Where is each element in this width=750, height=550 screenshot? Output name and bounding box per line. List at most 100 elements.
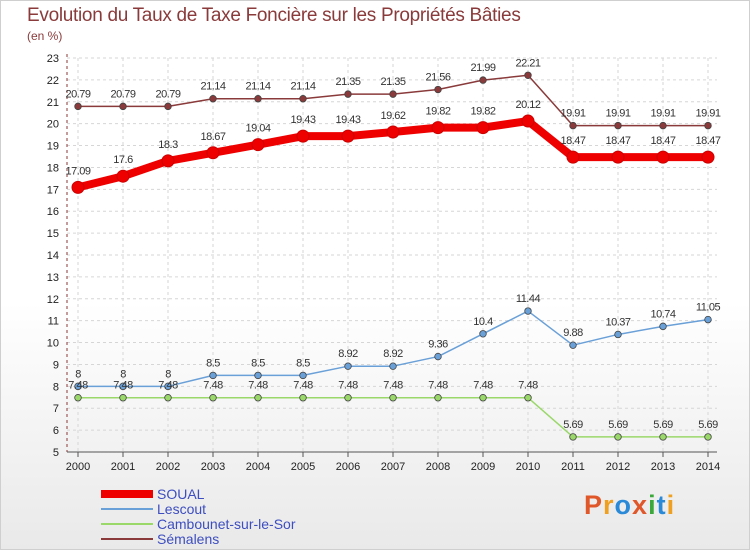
data-label: 7.48 — [113, 380, 133, 392]
data-point — [569, 121, 577, 130]
data-label: 7.48 — [158, 380, 178, 392]
data-label: 19.43 — [335, 114, 360, 126]
data-point — [161, 154, 175, 168]
grid-layer — [67, 57, 717, 453]
x-tick-label: 2005 — [291, 461, 315, 473]
data-label: 21.14 — [200, 81, 225, 93]
data-point — [164, 102, 172, 111]
data-point — [71, 180, 85, 194]
x-tick-label: 2012 — [606, 461, 630, 473]
data-point — [659, 121, 667, 130]
data-point — [434, 352, 442, 361]
data-point — [521, 114, 535, 128]
data-point — [74, 102, 82, 111]
x-tick-label: 2011 — [561, 461, 585, 473]
data-point — [614, 330, 622, 339]
data-label: 7.48 — [518, 380, 538, 392]
brand-letter: t — [656, 490, 667, 520]
data-point — [524, 71, 532, 79]
data-label: 8.92 — [383, 348, 403, 360]
legend-item[interactable]: Lescout — [101, 500, 296, 517]
data-point — [389, 394, 397, 402]
data-point — [479, 394, 487, 402]
y-tick-label: 18 — [47, 162, 59, 174]
y-tick-label: 21 — [47, 97, 59, 109]
data-point — [476, 121, 490, 135]
data-point — [74, 382, 82, 391]
data-point — [389, 90, 397, 98]
data-label: 19.91 — [560, 108, 585, 120]
data-label: 8 — [120, 368, 126, 380]
data-point — [524, 307, 532, 315]
data-point — [119, 102, 127, 111]
data-point — [299, 95, 307, 103]
data-label: 9.36 — [428, 339, 448, 351]
data-point — [659, 433, 667, 441]
y-tick-label: 13 — [47, 272, 59, 284]
x-tick-label: 2000 — [66, 461, 90, 473]
data-point — [341, 129, 355, 143]
data-point — [614, 121, 622, 130]
data-point — [206, 146, 220, 160]
data-label: 7.48 — [473, 380, 493, 392]
data-point — [164, 382, 172, 391]
x-tick-label: 2009 — [471, 461, 495, 473]
x-tick-label: 2007 — [381, 461, 405, 473]
legend-item[interactable]: Sémalens — [101, 531, 296, 547]
data-label: 21.35 — [380, 76, 405, 88]
data-point — [299, 371, 307, 380]
data-point — [254, 371, 262, 380]
data-point — [569, 433, 577, 441]
data-point — [209, 371, 217, 380]
axis-layer: 5 6 7 8 9 10 11 12 13 14 15 16 17 18 19 20 21 22 23 2000 200… — [47, 53, 720, 473]
data-point — [701, 150, 715, 164]
data-point — [344, 394, 352, 402]
y-tick-label: 5 — [53, 447, 59, 459]
data-label: 11.44 — [516, 293, 541, 305]
data-point — [704, 121, 712, 130]
brand-letter: P — [584, 490, 604, 520]
data-label: 7.48 — [248, 380, 268, 392]
brand-letter: x — [632, 490, 649, 520]
legend-item[interactable]: SOUAL — [101, 486, 296, 502]
brand-letter: i — [648, 490, 657, 520]
data-label: 5.69 — [608, 419, 628, 431]
y-tick-label: 17 — [47, 184, 59, 196]
data-point — [344, 362, 352, 370]
y-tick-label: 14 — [47, 250, 59, 262]
brand-letter: r — [603, 490, 615, 520]
data-point — [119, 382, 127, 391]
data-label: 21.99 — [470, 62, 495, 74]
x-tick-label: 2001 — [111, 461, 135, 473]
data-label: 8.92 — [338, 348, 358, 360]
data-label: 7.48 — [383, 380, 403, 392]
label-layer: 17.09 17.6 18.3 18.67 19.04 19.43 19.43 19.62 19… — [65, 57, 721, 431]
brand-letter: o — [614, 490, 633, 520]
data-label: 18.67 — [200, 131, 225, 143]
data-point — [296, 129, 310, 143]
data-label: 22.21 — [515, 57, 540, 69]
data-label: 19.91 — [605, 108, 630, 120]
data-label: 10.4 — [473, 316, 493, 328]
data-label: 7.48 — [293, 380, 313, 392]
y-tick-label: 20 — [47, 119, 59, 131]
legend-item[interactable]: Cambounet-sur-le-Sor — [101, 516, 296, 532]
x-tick-label: 2006 — [336, 461, 360, 473]
chart-title: Evolution du Taux de Taxe Foncière sur l… — [27, 5, 521, 26]
data-point — [614, 433, 622, 441]
data-label: 21.14 — [290, 81, 315, 93]
legend-label: Lescout — [157, 500, 207, 517]
data-label: 20.12 — [515, 99, 540, 111]
data-point — [704, 433, 712, 441]
x-tick-label: 2010 — [516, 461, 540, 473]
legend-swatch-lescout — [101, 507, 153, 510]
data-label: 20.79 — [65, 88, 90, 100]
data-label: 18.47 — [605, 135, 630, 147]
x-tick-label: 2014 — [696, 461, 720, 473]
data-point — [164, 394, 172, 402]
data-label: 8.5 — [296, 357, 310, 369]
data-label: 21.56 — [425, 72, 450, 84]
data-point — [566, 150, 580, 164]
data-label: 19.62 — [380, 110, 405, 122]
data-label: 7.48 — [203, 380, 223, 392]
